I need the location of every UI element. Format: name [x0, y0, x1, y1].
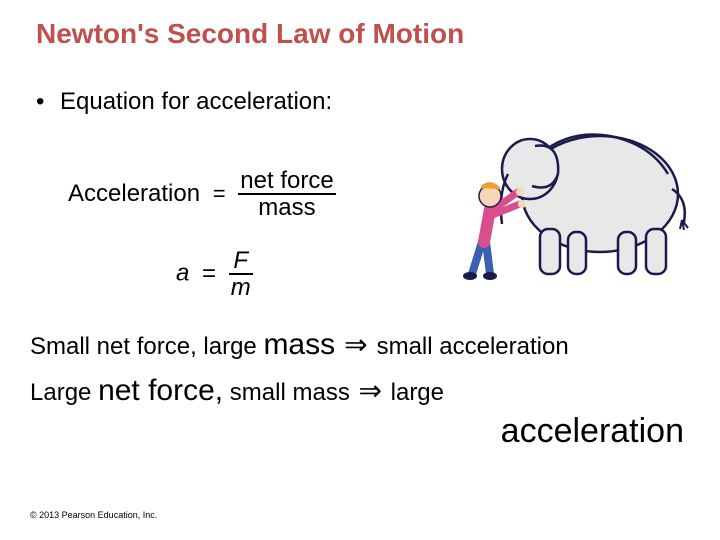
eq1-numerator: net force: [238, 168, 335, 195]
rel1-post: small acceleration: [377, 333, 569, 360]
rel2-emphasis-netforce: net force,: [98, 374, 223, 407]
eq1-lhs: Acceleration: [68, 180, 200, 208]
equals-sign: =: [207, 181, 232, 207]
eq2-fraction: F m: [229, 248, 253, 300]
relation-large-force: Large net force, small mass ⇒ large: [30, 374, 444, 408]
eq1-denominator: mass: [238, 195, 335, 220]
copyright-text: © 2013 Pearson Education, Inc.: [30, 510, 157, 520]
eq2-numerator: F: [229, 248, 253, 275]
equation-acceleration-symbols: a = F m: [176, 248, 253, 300]
bullet-dot: •: [36, 88, 60, 116]
eq2-lhs: a: [176, 260, 189, 287]
bullet-text: Equation for acceleration:: [60, 88, 332, 115]
equation-acceleration-words: Acceleration = net force mass: [68, 168, 336, 220]
rel2-mid: small mass: [223, 379, 356, 406]
relation-small-force: Small net force, large mass ⇒ small acce…: [30, 328, 569, 362]
rel2-emphasis-acceleration: acceleration: [501, 412, 684, 451]
rel1-emphasis-mass: mass: [263, 328, 335, 361]
eq2-denominator: m: [229, 275, 253, 300]
implies-icon: ⇒: [357, 376, 384, 407]
rel2-pre: Large: [30, 379, 98, 406]
equals-sign: =: [196, 260, 222, 287]
rel1-pre: Small net force, large: [30, 333, 263, 360]
implies-icon: ⇒: [335, 330, 376, 361]
rel2-post: large: [384, 379, 444, 406]
eq1-fraction: net force mass: [238, 168, 335, 220]
elephant-illustration: [440, 74, 700, 294]
slide-title: Newton's Second Law of Motion: [0, 0, 720, 50]
